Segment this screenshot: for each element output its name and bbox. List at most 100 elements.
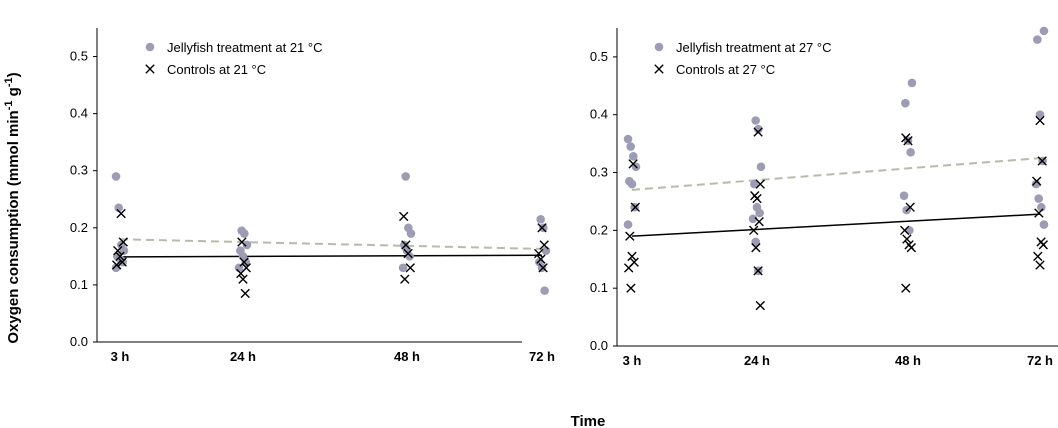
legend-entry: Controls at 21 °C bbox=[167, 62, 266, 77]
jellyfish-point bbox=[626, 142, 635, 151]
jellyfish-point bbox=[627, 179, 637, 189]
jellyfish-point bbox=[623, 134, 633, 144]
legend-entry: Jellyfish treatment at 21 °C bbox=[167, 40, 323, 55]
y-tick-label: 0.5 bbox=[70, 49, 88, 64]
chart-panel-21c: 0.0 0.1 0.2 0.3 0.4 0.5 3 h 24 h 48 h 72 h Jellyfi… bbox=[70, 28, 555, 364]
control-point bbox=[1038, 240, 1048, 250]
control-point bbox=[755, 300, 765, 311]
legend-marker-jellyfish bbox=[654, 42, 664, 52]
control-point bbox=[903, 136, 913, 146]
y-tick-label: 0.1 bbox=[590, 280, 608, 295]
jellyfish-point bbox=[406, 229, 416, 238]
jellyfish-trendline bbox=[119, 238, 543, 250]
jellyfish-point bbox=[756, 162, 766, 172]
control-point bbox=[538, 263, 548, 273]
control-point bbox=[755, 179, 765, 189]
jellyfish-point bbox=[537, 263, 547, 273]
control-point bbox=[754, 216, 764, 227]
control-point bbox=[753, 127, 763, 137]
jellyfish-point bbox=[751, 237, 760, 247]
control-point bbox=[1037, 156, 1047, 166]
control-point bbox=[901, 283, 911, 293]
control-point bbox=[905, 202, 915, 212]
jellyfish-point bbox=[401, 172, 410, 181]
y-tick-label: 0.1 bbox=[70, 277, 88, 292]
jellyfish-point bbox=[907, 78, 917, 88]
x-tick-label: 24 h bbox=[230, 349, 256, 364]
y-axis-title: Oxygen consumption (mmol min-1 g-1) bbox=[3, 72, 22, 343]
control-point bbox=[630, 202, 640, 212]
jellyfish-point bbox=[111, 172, 121, 181]
control-point bbox=[624, 263, 634, 273]
control-point bbox=[628, 159, 638, 169]
control-point bbox=[626, 283, 636, 293]
jellyfish-point bbox=[1034, 194, 1043, 203]
jellyfish-point bbox=[398, 263, 408, 273]
x-tick-label: 24 h bbox=[744, 353, 770, 368]
jellyfish-point bbox=[539, 223, 548, 233]
x-tick-label: 48 h bbox=[895, 353, 921, 368]
legend-marker-controls bbox=[654, 64, 664, 74]
y-tick-label: 0.4 bbox=[70, 106, 88, 121]
control-point bbox=[239, 257, 249, 267]
jellyfish-point bbox=[1033, 35, 1042, 44]
control-point bbox=[240, 288, 250, 299]
jellyfish-point bbox=[899, 191, 909, 200]
jellyfish-point bbox=[119, 246, 129, 255]
control-point bbox=[1035, 115, 1045, 126]
jellyfish-point bbox=[1039, 220, 1049, 229]
control-point bbox=[113, 245, 123, 256]
control-point bbox=[1034, 208, 1044, 218]
control-point bbox=[401, 240, 411, 250]
control-point bbox=[906, 243, 916, 253]
chart-panel-27c: 0.0 0.1 0.2 0.3 0.4 0.5 3 h 24 h 48 h 72 h Jellyfi… bbox=[590, 26, 1058, 368]
control-point bbox=[399, 211, 409, 222]
control-point bbox=[751, 243, 761, 253]
jellyfish-point bbox=[240, 229, 249, 238]
jellyfish-point bbox=[1039, 26, 1049, 36]
control-point bbox=[902, 234, 912, 244]
jellyfish-point bbox=[242, 240, 252, 250]
control-point bbox=[625, 231, 635, 241]
x-tick-label: 3 h bbox=[111, 349, 130, 364]
control-point bbox=[236, 268, 246, 279]
jellyfish-point bbox=[755, 208, 764, 218]
jellyfish-point bbox=[623, 220, 633, 229]
control-point bbox=[1032, 176, 1042, 186]
control-point bbox=[537, 223, 547, 233]
control-point bbox=[403, 248, 413, 259]
jellyfish-point bbox=[629, 152, 638, 161]
jellyfish-trendline bbox=[631, 157, 1041, 191]
jellyfish-point bbox=[536, 214, 545, 224]
jellyfish-point bbox=[754, 124, 763, 134]
jellyfish-point bbox=[540, 286, 549, 295]
control-point bbox=[627, 251, 637, 262]
jellyfish-point bbox=[405, 252, 414, 261]
control-point bbox=[1033, 251, 1043, 262]
x-tick-label: 3 h bbox=[623, 353, 642, 368]
control-point bbox=[112, 260, 122, 270]
jellyfish-point bbox=[748, 214, 758, 224]
control-point bbox=[534, 248, 544, 259]
jellyfish-point bbox=[901, 98, 910, 108]
control-point bbox=[539, 240, 549, 250]
jellyfish-point bbox=[750, 179, 759, 189]
control-point bbox=[753, 266, 763, 276]
y-tick-label: 0.0 bbox=[590, 338, 608, 353]
control-point bbox=[405, 263, 415, 273]
control-point bbox=[118, 237, 128, 247]
control-point bbox=[536, 254, 546, 264]
x-axis-title: Time bbox=[571, 413, 606, 428]
jellyfish-point bbox=[751, 116, 760, 125]
x-tick-label: 72 h bbox=[529, 349, 555, 364]
control-point bbox=[900, 225, 910, 236]
control-point bbox=[116, 208, 126, 219]
y-tick-label: 0.3 bbox=[590, 165, 608, 180]
controls-trendline bbox=[119, 254, 543, 258]
control-point bbox=[749, 225, 759, 236]
y-tick-label: 0.2 bbox=[590, 222, 608, 237]
jellyfish-point bbox=[906, 148, 915, 157]
jellyfish-point bbox=[905, 226, 914, 235]
jellyfish-point bbox=[1035, 110, 1045, 120]
control-point bbox=[237, 237, 247, 247]
